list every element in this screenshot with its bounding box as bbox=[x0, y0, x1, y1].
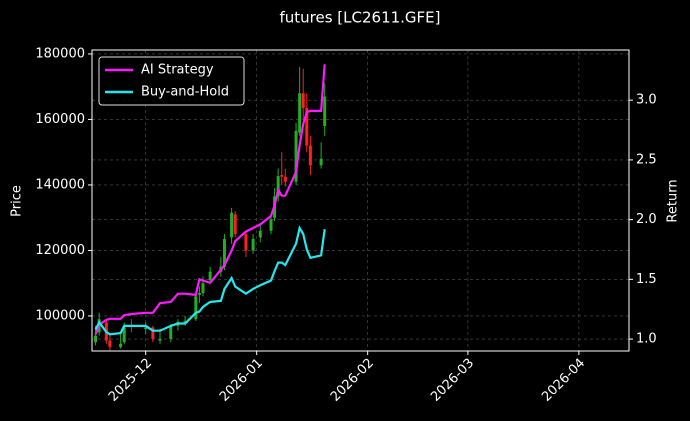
y2-tick-label: 2.0 bbox=[636, 212, 657, 227]
y-tick-label: 100000 bbox=[35, 308, 85, 323]
candle-body bbox=[280, 175, 284, 177]
x-tick-label: 2026-01 bbox=[217, 356, 266, 405]
candle-body bbox=[319, 158, 323, 166]
candle-body bbox=[323, 96, 327, 126]
line-series bbox=[94, 64, 326, 335]
y2-tick-label: 1.0 bbox=[636, 332, 657, 347]
candle-body bbox=[169, 326, 173, 339]
x-tick-label: 2026-04 bbox=[539, 356, 588, 405]
candle-body bbox=[276, 176, 280, 197]
candle-body bbox=[144, 327, 148, 330]
legend-label: AI Strategy bbox=[141, 63, 214, 78]
legend-box bbox=[98, 56, 245, 106]
legend-label: Buy-and-Hold bbox=[141, 85, 229, 100]
y2-tick-label: 3.0 bbox=[636, 93, 657, 108]
y-tick-label: 120000 bbox=[35, 243, 85, 258]
candle-body bbox=[94, 335, 98, 343]
candle-body bbox=[301, 93, 305, 108]
y-axis-label: Price bbox=[10, 185, 25, 217]
candle-body bbox=[108, 340, 112, 348]
chart-title: futures [LC2611.GFE] bbox=[279, 9, 440, 27]
x-tick-label: 2026-02 bbox=[328, 356, 377, 405]
candle-body bbox=[294, 130, 298, 182]
candle-body bbox=[183, 320, 187, 323]
candle-body bbox=[158, 338, 162, 341]
candle-body bbox=[258, 230, 262, 238]
y2-tick-label: 2.5 bbox=[636, 152, 657, 167]
candle-body bbox=[298, 93, 302, 133]
y2-axis-label: Return bbox=[666, 179, 681, 222]
candle-body bbox=[201, 283, 205, 294]
candle-body bbox=[122, 327, 126, 343]
candle-body bbox=[222, 238, 226, 267]
plot-frame bbox=[91, 49, 630, 352]
y-tick-label: 160000 bbox=[35, 112, 85, 127]
candle-body bbox=[230, 212, 234, 238]
candle-body bbox=[269, 219, 273, 231]
candle-body bbox=[119, 343, 123, 348]
candle-body bbox=[233, 214, 237, 235]
x-tick-label: 2025-12 bbox=[106, 356, 155, 405]
candle-body bbox=[194, 296, 198, 320]
candle-body bbox=[208, 271, 212, 280]
candle-body bbox=[251, 238, 255, 251]
candle-body bbox=[283, 176, 287, 182]
candle-body bbox=[308, 145, 312, 166]
y-tick-label: 140000 bbox=[35, 177, 85, 192]
y-tick-label: 180000 bbox=[35, 46, 85, 61]
candle-body bbox=[244, 234, 248, 251]
x-tick-label: 2026-03 bbox=[428, 356, 477, 405]
y2-tick-label: 1.5 bbox=[636, 272, 657, 287]
candle-body bbox=[197, 293, 201, 295]
candle-body bbox=[305, 107, 309, 146]
line-series bbox=[94, 225, 326, 336]
candle-body bbox=[151, 327, 155, 339]
